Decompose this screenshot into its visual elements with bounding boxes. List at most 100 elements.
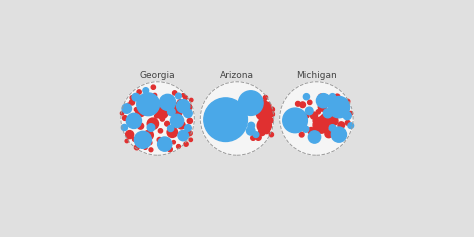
Circle shape — [310, 112, 318, 119]
Circle shape — [137, 123, 144, 129]
Circle shape — [177, 121, 185, 129]
Circle shape — [127, 103, 130, 106]
Circle shape — [141, 100, 145, 104]
Circle shape — [313, 117, 329, 133]
Circle shape — [144, 130, 153, 140]
Circle shape — [122, 104, 131, 113]
Circle shape — [269, 132, 273, 137]
Circle shape — [302, 126, 309, 132]
Circle shape — [251, 136, 255, 140]
Circle shape — [256, 104, 273, 121]
Circle shape — [155, 106, 168, 119]
Circle shape — [172, 108, 182, 118]
Circle shape — [270, 112, 274, 117]
Circle shape — [162, 99, 165, 103]
Circle shape — [264, 96, 267, 100]
Circle shape — [319, 114, 331, 125]
Circle shape — [182, 94, 185, 97]
Circle shape — [340, 105, 346, 112]
Circle shape — [167, 127, 177, 137]
Circle shape — [299, 132, 304, 137]
Circle shape — [168, 125, 173, 132]
Circle shape — [142, 104, 149, 110]
Circle shape — [253, 132, 259, 137]
Circle shape — [184, 109, 192, 118]
Circle shape — [122, 116, 127, 120]
Circle shape — [187, 131, 192, 136]
Circle shape — [248, 122, 255, 129]
Circle shape — [325, 130, 332, 138]
Circle shape — [121, 82, 194, 155]
Circle shape — [296, 101, 301, 106]
Text: Michigan: Michigan — [296, 71, 337, 80]
Circle shape — [308, 100, 312, 105]
Circle shape — [143, 146, 147, 149]
Circle shape — [283, 108, 307, 133]
Circle shape — [120, 112, 124, 115]
Circle shape — [316, 94, 331, 108]
Circle shape — [182, 108, 185, 111]
Circle shape — [329, 125, 336, 131]
Circle shape — [176, 100, 190, 113]
Circle shape — [190, 98, 193, 102]
Circle shape — [254, 98, 264, 108]
Circle shape — [165, 121, 170, 126]
Circle shape — [130, 96, 134, 100]
Circle shape — [348, 123, 354, 128]
Circle shape — [301, 123, 305, 126]
Circle shape — [300, 102, 305, 108]
Circle shape — [305, 114, 309, 118]
Circle shape — [159, 94, 175, 110]
Circle shape — [175, 93, 181, 99]
Circle shape — [323, 109, 332, 118]
Circle shape — [167, 95, 171, 99]
Circle shape — [155, 114, 158, 118]
Circle shape — [170, 114, 183, 128]
Circle shape — [343, 112, 351, 120]
Circle shape — [346, 99, 350, 104]
Circle shape — [173, 91, 177, 95]
Circle shape — [160, 117, 164, 121]
Circle shape — [257, 118, 271, 133]
Circle shape — [316, 110, 320, 114]
Circle shape — [176, 145, 180, 148]
Circle shape — [322, 127, 327, 131]
Circle shape — [126, 113, 142, 128]
Circle shape — [328, 96, 349, 118]
Circle shape — [238, 91, 263, 115]
Circle shape — [319, 94, 324, 99]
Circle shape — [151, 85, 155, 89]
Circle shape — [270, 107, 274, 112]
Circle shape — [335, 94, 340, 99]
Circle shape — [177, 100, 182, 105]
Circle shape — [167, 147, 173, 152]
Circle shape — [147, 124, 155, 131]
Circle shape — [189, 138, 192, 141]
Circle shape — [333, 114, 338, 119]
Circle shape — [328, 109, 333, 114]
Circle shape — [135, 145, 139, 150]
Circle shape — [132, 137, 136, 141]
Circle shape — [121, 124, 128, 131]
Circle shape — [125, 139, 128, 143]
Circle shape — [168, 108, 175, 116]
Text: Georgia: Georgia — [140, 71, 175, 80]
Circle shape — [331, 127, 346, 142]
Circle shape — [267, 118, 273, 123]
Circle shape — [246, 127, 255, 135]
Circle shape — [319, 103, 326, 111]
Circle shape — [184, 96, 188, 100]
Text: Arizona: Arizona — [220, 71, 254, 80]
Circle shape — [305, 107, 313, 115]
Circle shape — [149, 148, 153, 152]
Circle shape — [308, 128, 314, 134]
Circle shape — [264, 102, 271, 109]
Circle shape — [204, 98, 247, 141]
Circle shape — [329, 116, 338, 125]
Circle shape — [153, 93, 156, 97]
Circle shape — [136, 107, 145, 117]
Circle shape — [147, 118, 158, 129]
Circle shape — [313, 119, 317, 123]
Circle shape — [143, 88, 148, 93]
Circle shape — [325, 100, 330, 105]
